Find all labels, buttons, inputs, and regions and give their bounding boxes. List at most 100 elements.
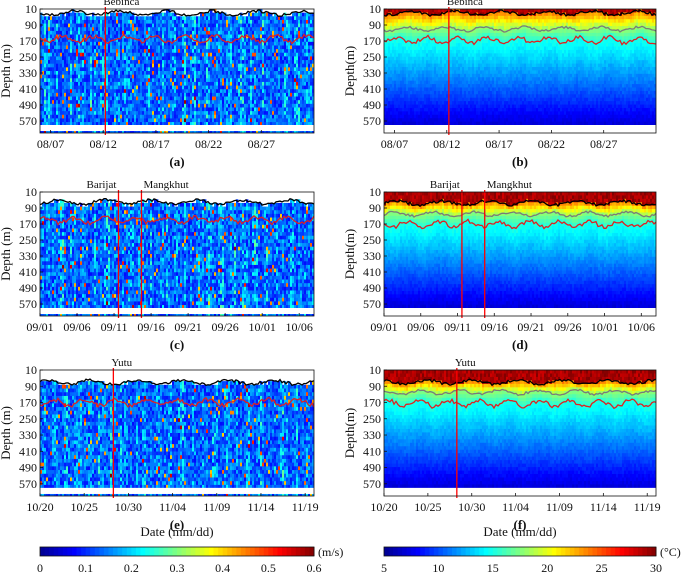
heatmap-cell	[170, 96, 173, 101]
heatmap-cell	[76, 129, 79, 133]
heatmap-cell	[68, 12, 71, 17]
heatmap-cell	[168, 118, 171, 123]
heatmap-cell	[146, 16, 149, 21]
heatmap-cell	[286, 96, 289, 101]
heatmap-cell	[118, 12, 121, 17]
heatmap-cell	[248, 38, 251, 43]
heatmap-cell	[258, 9, 261, 14]
heatmap-cell	[386, 56, 389, 61]
heatmap-cell	[238, 111, 241, 116]
heatmap-cell	[84, 78, 87, 83]
heatmap-cell	[180, 92, 183, 97]
heatmap-cell	[308, 74, 311, 79]
heatmap-cell	[258, 27, 261, 32]
heatmap-cell	[76, 74, 79, 79]
heatmap-cell	[388, 60, 391, 64]
heatmap-cell	[216, 103, 219, 108]
heatmap-cell	[74, 122, 77, 127]
heatmap-cell	[176, 129, 179, 133]
heatmap-cell	[166, 96, 169, 101]
heatmap-cell	[302, 103, 305, 108]
heatmap-cell	[160, 85, 163, 90]
heatmap-cell	[158, 74, 161, 79]
heatmap-cell	[408, 56, 411, 61]
heatmap-cell	[398, 73, 401, 78]
heatmap-cell	[190, 89, 193, 94]
heatmap-cell	[262, 27, 265, 32]
heatmap-cell	[312, 114, 314, 119]
heatmap-cell	[110, 19, 113, 24]
heatmap-cell	[78, 71, 81, 76]
contour-black-line	[40, 9, 314, 17]
heatmap-cell	[58, 78, 61, 83]
heatmap-cell	[52, 122, 55, 127]
heatmap-cell	[100, 30, 103, 35]
heatmap-cell	[148, 38, 151, 43]
heatmap-cell	[212, 16, 215, 21]
heatmap-cell	[68, 19, 71, 24]
heatmap-cell	[284, 78, 287, 83]
heatmap-cell	[250, 85, 253, 90]
heatmap-cell	[224, 34, 227, 39]
heatmap-cell	[66, 103, 69, 108]
heatmap-cell	[222, 81, 225, 86]
heatmap-cell	[384, 67, 387, 71]
heatmap-cell	[198, 89, 201, 94]
heatmap-cell	[164, 56, 167, 61]
heatmap-cell	[302, 107, 305, 112]
heatmap-cell	[202, 19, 205, 24]
heatmap-cell	[236, 103, 239, 108]
heatmap-cell	[384, 73, 387, 78]
heatmap-cell	[208, 103, 211, 108]
heatmap-cell	[226, 111, 229, 116]
heatmap-cell	[118, 118, 121, 123]
heatmap-cell	[310, 85, 313, 90]
heatmap-cell	[312, 19, 314, 24]
heatmap-cell	[208, 89, 211, 94]
heatmap-cell	[218, 52, 221, 57]
heatmap-cell	[226, 71, 229, 76]
heatmap-cell	[76, 63, 79, 68]
heatmap-cell	[54, 30, 57, 35]
heatmap-cell	[246, 129, 249, 133]
heatmap-cell	[398, 118, 401, 122]
heatmap-cell	[304, 118, 307, 123]
heatmap-cell	[394, 121, 397, 126]
heatmap-cell	[232, 27, 235, 32]
heatmap-cell	[40, 67, 43, 72]
heatmap-cell	[60, 71, 63, 76]
heatmap-cell	[234, 49, 237, 54]
heatmap-cell	[138, 85, 141, 90]
heatmap-cell	[78, 96, 81, 101]
heatmap-cell	[188, 23, 191, 28]
heatmap-cell	[68, 103, 71, 108]
heatmap-cell	[392, 104, 395, 109]
heatmap-cell	[188, 71, 191, 76]
heatmap-cell	[182, 122, 185, 127]
heatmap-cell	[110, 27, 113, 32]
heatmap-cell	[42, 63, 45, 68]
heatmap-cell	[272, 45, 275, 50]
heatmap-cell	[156, 103, 159, 108]
heatmap-cell	[162, 122, 165, 127]
heatmap-cell	[234, 23, 237, 28]
heatmap-cell	[50, 74, 53, 79]
heatmap-cell	[40, 100, 43, 105]
heatmap-cell	[152, 30, 155, 35]
heatmap-cell	[296, 38, 299, 43]
heatmap-cell	[54, 85, 57, 90]
heatmap-cell	[178, 19, 181, 24]
heatmap-cell	[216, 122, 219, 127]
heatmap-cell	[270, 52, 273, 57]
heatmap-cell	[292, 92, 295, 97]
heatmap-cell	[236, 52, 239, 57]
heatmap-cell	[70, 41, 73, 46]
heatmap-cell	[118, 60, 121, 65]
heatmap-cell	[390, 60, 393, 64]
heatmap-cell	[188, 60, 191, 65]
heatmap-cell	[208, 111, 211, 116]
heatmap-cell	[174, 122, 177, 127]
heatmap-cell	[118, 49, 121, 54]
heatmap-cell	[140, 23, 143, 28]
heatmap-cell	[62, 67, 65, 72]
